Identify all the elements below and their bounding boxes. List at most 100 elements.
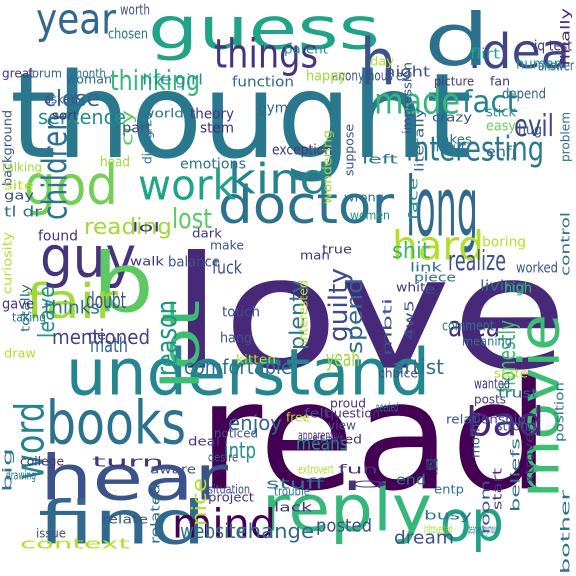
word-mind: mind <box>172 500 276 548</box>
word-wrong: wrong <box>344 189 384 205</box>
word-p: p <box>342 475 390 491</box>
word-suppose: suppose <box>341 124 357 176</box>
word-area: area <box>448 310 500 344</box>
word-bad: bad <box>466 398 544 446</box>
word-wanted: wanted <box>474 376 510 393</box>
word-high: high <box>504 280 532 297</box>
word-doctor: doctor <box>218 174 394 236</box>
word-control: control <box>557 212 573 276</box>
word-ne: ne <box>88 327 106 343</box>
word-love: love <box>170 222 568 405</box>
word-man: man <box>300 247 330 263</box>
word-sentence: sentence <box>38 105 126 130</box>
word-choice: choice <box>378 365 418 381</box>
word-hear: hear <box>40 441 228 515</box>
word-long: long <box>406 160 478 256</box>
word-making: making <box>426 451 438 476</box>
word-trouble: trouble <box>274 483 310 499</box>
word-women: women <box>350 207 390 223</box>
word-introverted: introverted <box>424 521 452 537</box>
word-math: math <box>90 333 128 358</box>
word-wondering: wondering <box>319 130 335 204</box>
word-evil: evil <box>514 108 554 144</box>
word-e: e <box>424 281 436 297</box>
word-books: books <box>46 388 186 459</box>
word-answer: answer <box>538 58 574 75</box>
word-situation: situation <box>208 481 250 497</box>
word-lack: lack <box>274 499 312 515</box>
word-guy: guy <box>40 224 136 290</box>
word-dark: dark <box>192 225 222 241</box>
word-position: position <box>551 382 567 442</box>
word-life: life <box>142 72 172 89</box>
word-theory: theory <box>190 106 234 123</box>
word-work: work <box>138 161 236 211</box>
word-context: context <box>20 536 130 553</box>
word-meaning: meaning <box>462 333 512 349</box>
word-artist: artist <box>392 355 444 380</box>
word-apparently: apparently <box>298 427 340 443</box>
word-picture: picture <box>434 73 474 89</box>
word-desire: desire <box>208 449 238 465</box>
word-lol: lol <box>132 219 160 235</box>
word-mother: mother <box>467 410 483 458</box>
word-great: great <box>2 65 34 81</box>
word-site: site <box>4 177 34 193</box>
word-idea: idea <box>468 23 570 80</box>
word-gave: gave <box>2 296 34 313</box>
word-disagree: disagree <box>139 112 155 164</box>
word-day: day <box>370 53 394 69</box>
word-issue: issue <box>36 525 66 541</box>
word-doubt: doubt <box>86 287 126 314</box>
word-turn: turn <box>92 454 164 471</box>
word-college: college <box>20 453 64 469</box>
word-children: children <box>34 114 75 220</box>
word-fun: fun <box>338 461 378 477</box>
word-god: god <box>24 154 118 218</box>
word-question: question <box>326 405 380 421</box>
word-finally: finally <box>557 7 573 66</box>
word-piece: piece <box>414 269 456 285</box>
word-asked: asked <box>44 91 78 107</box>
word-stick: stick <box>486 104 516 121</box>
word-nice: nice <box>187 478 212 526</box>
word-reply: reply <box>262 472 432 547</box>
word-link: link <box>410 259 442 275</box>
word-flirt: flirt <box>470 46 500 63</box>
word-needed: needed <box>376 399 398 415</box>
word-change: change <box>236 519 314 544</box>
word-sort: sort <box>52 107 78 123</box>
word-hug: hug <box>518 122 542 139</box>
word-spend: spend <box>341 278 368 354</box>
word-fuck: fuck <box>212 257 242 279</box>
word-start: start <box>489 468 505 510</box>
word-trust: trust <box>498 385 538 401</box>
word-chosen: chosen <box>108 26 148 43</box>
word-woman: woman <box>66 71 112 87</box>
word-state: state <box>494 365 528 381</box>
word-year: year <box>36 0 116 45</box>
word-understand: understand <box>66 336 430 411</box>
word-close: close <box>44 85 100 112</box>
word-view: view <box>328 417 356 433</box>
word-month: month <box>72 65 106 81</box>
word-emotions: emotions <box>180 156 246 173</box>
word-relationship: relationship <box>446 411 526 427</box>
word-beliefs: beliefs <box>507 438 523 512</box>
word-mbti: mbti <box>379 298 395 356</box>
word-op: op <box>440 488 504 554</box>
word-iq-test: iq test <box>534 38 572 55</box>
word-draw: draw <box>4 345 36 361</box>
word-easy: easy <box>486 118 516 135</box>
word-shit: shit <box>392 237 430 264</box>
word-made: made <box>374 80 460 123</box>
word-fair: fair <box>26 273 118 330</box>
word-hard: hard <box>392 222 484 270</box>
word-dream: dream <box>394 527 454 549</box>
word-head: head <box>100 154 130 171</box>
word-project: project <box>208 489 254 505</box>
word-kitten: kitten <box>236 351 276 367</box>
word-b: b <box>92 236 154 332</box>
word-walk: walk <box>130 253 164 269</box>
word-thinking: thinking <box>110 64 200 98</box>
